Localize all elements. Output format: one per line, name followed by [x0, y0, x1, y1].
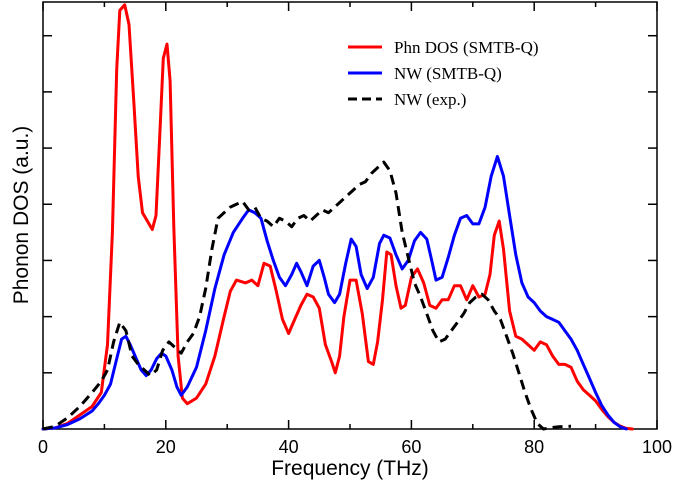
- series-layer: [41, 3, 634, 431]
- legend-label-phn-dos: Phn DOS (SMTB-Q): [394, 38, 539, 57]
- y-axis-ticks: [43, 34, 657, 374]
- x-tick-label: 40: [279, 437, 299, 457]
- x-tick-label: 80: [524, 437, 544, 457]
- y-axis-title: Phonon DOS (a.u.): [10, 126, 33, 305]
- x-tick-label: 100: [642, 437, 672, 457]
- x-tick-label: 60: [401, 437, 421, 457]
- legend-label-nw-exp: NW (exp.): [394, 90, 466, 109]
- legend: Phn DOS (SMTB-Q) NW (SMTB-Q) NW (exp.): [348, 38, 539, 109]
- series-phn-dos-smtbq: [41, 3, 634, 431]
- x-axis-title: Frequency (THz): [271, 457, 429, 480]
- x-axis-ticks: 0 20 40 60 80 100: [38, 2, 672, 457]
- x-tick-label: 0: [38, 437, 48, 457]
- series-nw-exp: [42, 160, 572, 431]
- plot-area: [41, 1, 658, 431]
- x-tick-label: 20: [156, 437, 176, 457]
- series-nw-smtbq: [41, 155, 628, 431]
- legend-label-nw-smtb: NW (SMTB-Q): [394, 64, 502, 83]
